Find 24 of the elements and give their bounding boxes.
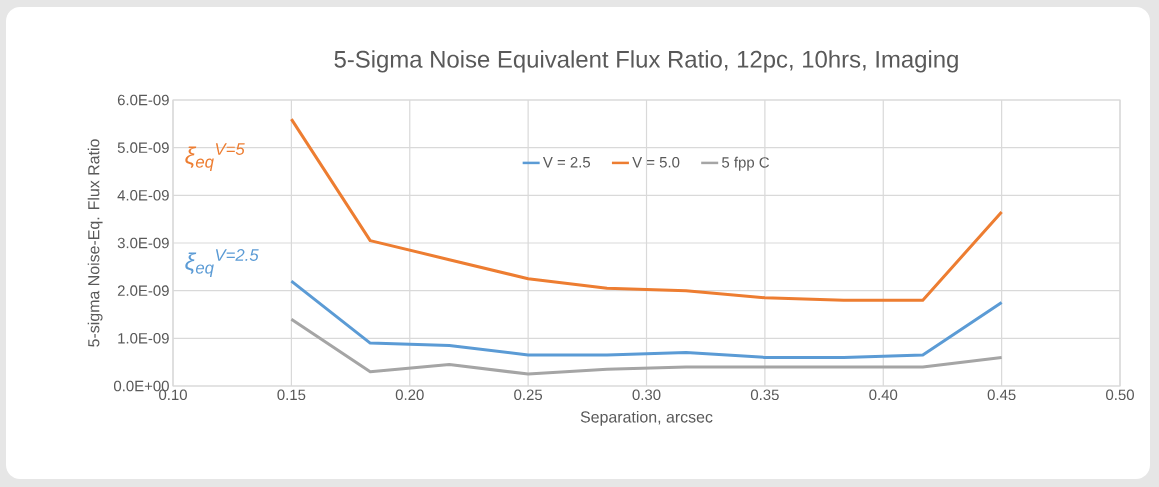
- annotation: ξ$_{eq}$V=5: [185, 143, 245, 172]
- x-tick-label: 0.30: [632, 389, 661, 401]
- y-tick-label: 5.0E-09: [117, 142, 169, 153]
- chart-title: 5-Sigma Noise Equivalent Flux Ratio, 12pc, 10hrs, Imaging: [334, 50, 958, 73]
- x-tick-label: 0.40: [869, 389, 898, 401]
- y-tick-label: 3.0E-09: [117, 237, 169, 249]
- x-tick-label: 0.35: [750, 389, 779, 401]
- x-tick-label: 0.20: [395, 389, 424, 401]
- y-tick-label: 1.0E-09: [118, 333, 169, 344]
- line-series: [289, 279, 1004, 359]
- y-tick-label: 6.0E-09: [117, 94, 169, 106]
- y-tick-label: 2.0E-09: [117, 285, 169, 296]
- legend-label: V = 5.0: [632, 156, 680, 168]
- y-axis-title: 5-sigma Noise-Eq. Flux Ratio: [87, 139, 103, 347]
- x-tick-label: 0.15: [277, 389, 306, 401]
- annotation: ξ$_{eq}$V=2.5: [185, 249, 259, 277]
- legend-label: 5 fpp C: [722, 156, 770, 171]
- x-tick-label: 0.50: [1106, 389, 1134, 401]
- legend-label: V = 2.5: [542, 156, 591, 168]
- x-tick-label: 0.45: [987, 389, 1016, 401]
- y-tick-label: 4.0E-09: [117, 190, 169, 201]
- line-series: [289, 117, 1004, 302]
- x-tick-label: 0.25: [514, 389, 543, 401]
- x-axis-title: Separation, arcsec: [580, 410, 713, 426]
